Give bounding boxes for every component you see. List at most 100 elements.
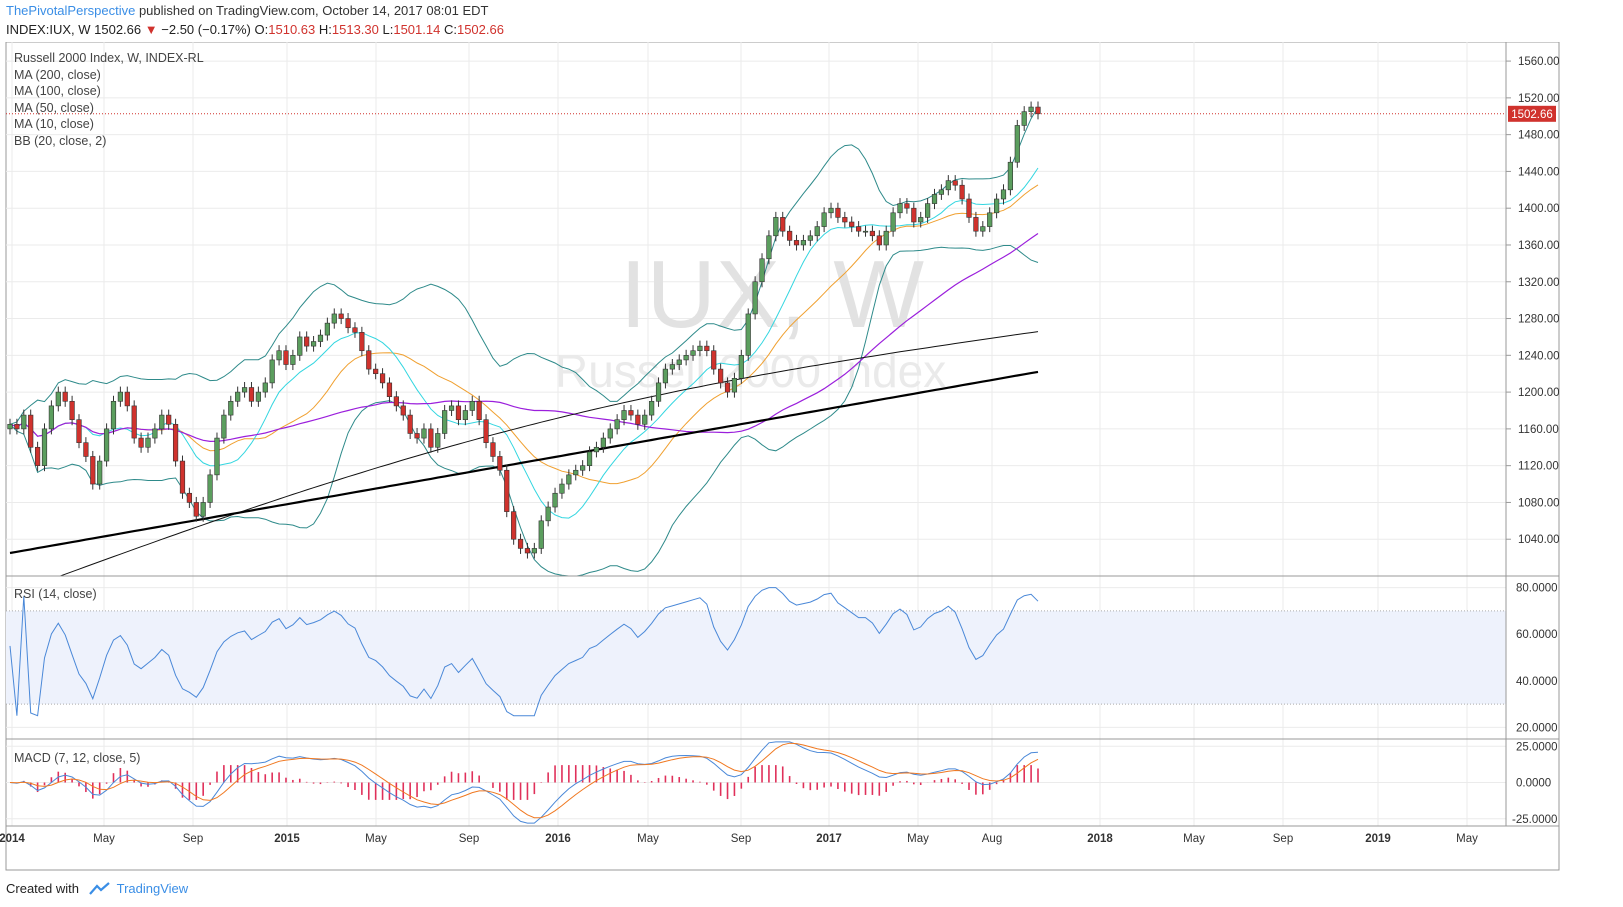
candle — [566, 469, 572, 490]
candle — [842, 211, 848, 228]
author-link[interactable]: ThePivotalPerspective — [6, 3, 136, 18]
candle — [21, 409, 27, 435]
tradingview-link[interactable]: TradingView — [116, 881, 189, 896]
legend-ma10[interactable]: MA (10, close) — [14, 117, 94, 131]
candle — [987, 207, 993, 233]
candle-body — [48, 405, 54, 430]
rsi-tick-label: 80.0000 — [1516, 583, 1558, 595]
candle — [359, 326, 365, 357]
candle-body — [814, 226, 820, 237]
rsi-tick-label: 20.0000 — [1516, 722, 1558, 734]
candle-body — [1035, 106, 1041, 115]
candle-body — [166, 414, 172, 425]
candle-body — [938, 189, 945, 195]
candle — [718, 363, 724, 389]
candle — [131, 400, 137, 444]
candle — [345, 313, 351, 334]
price-tick-label: 1400.00 — [1518, 203, 1560, 215]
candle-body — [835, 207, 841, 218]
close-label: C: — [443, 22, 457, 37]
candle — [235, 386, 241, 407]
price-tick-label: 1040.00 — [1518, 534, 1560, 546]
candle — [248, 381, 255, 407]
candle-body — [297, 336, 303, 356]
macd-legend[interactable]: MACD (7, 12, close, 5) — [14, 751, 140, 765]
candle — [545, 501, 551, 527]
price-tick-label: 1240.00 — [1518, 350, 1560, 362]
candle — [442, 404, 448, 439]
candle — [117, 386, 123, 407]
legend-ma50[interactable]: MA (50, close) — [14, 101, 94, 115]
candle-body — [649, 400, 655, 416]
candle — [124, 386, 130, 412]
candle-body — [607, 428, 613, 439]
candle — [1035, 101, 1041, 120]
candle-body — [283, 350, 289, 365]
legend-ma100[interactable]: MA (100, close) — [14, 84, 101, 98]
candle — [966, 193, 972, 223]
candle-body — [628, 410, 634, 416]
candle-body — [331, 313, 337, 324]
candle — [97, 455, 103, 490]
candle — [814, 221, 820, 242]
macd-tick-label: 0.0000 — [1516, 778, 1551, 790]
candle-body — [69, 400, 75, 420]
candle-body — [186, 492, 192, 503]
candle-body — [400, 405, 406, 416]
candle — [110, 395, 117, 435]
candle-body — [586, 451, 593, 466]
chart-area[interactable]: IUX, W Russell 2000 Index 1040.001080.00… — [0, 42, 1623, 877]
bb-basis-line — [9, 184, 1039, 485]
candle — [511, 506, 517, 545]
candle-body — [697, 345, 703, 352]
candle — [179, 455, 186, 499]
low-value: 1501.14 — [393, 22, 441, 37]
created-with-label: Created with — [6, 881, 79, 896]
macd-tick-label: -25.0000 — [1512, 814, 1557, 826]
candle — [172, 418, 179, 467]
candle-body — [172, 423, 179, 462]
legend-ma200[interactable]: MA (200, close) — [14, 68, 101, 82]
candle — [938, 184, 945, 200]
candle — [787, 225, 793, 246]
time-tick-label: 2017 — [816, 833, 842, 845]
legend-bb[interactable]: BB (20, close, 2) — [14, 134, 106, 148]
time-tick-label: Sep — [183, 833, 203, 845]
candle — [773, 211, 779, 242]
candle — [600, 432, 606, 453]
candle — [697, 340, 703, 357]
candle — [414, 427, 420, 444]
time-tick-label: 2015 — [274, 833, 300, 845]
candle-body — [338, 313, 344, 319]
time-tick-label: Aug — [982, 833, 1002, 845]
candle-body — [980, 226, 986, 232]
candle-body — [414, 433, 420, 439]
candle-body — [352, 327, 358, 333]
candle — [911, 202, 917, 228]
candle — [780, 211, 786, 237]
candle-body — [55, 391, 61, 407]
candle — [55, 386, 61, 412]
candle — [455, 400, 462, 426]
candle — [407, 409, 413, 439]
open-value: 1510.63 — [268, 22, 316, 37]
price-legend: Russell 2000 Index, W, INDEX-RL MA (200,… — [14, 51, 204, 148]
candle — [152, 423, 158, 444]
candle — [241, 381, 248, 398]
candle — [580, 460, 586, 476]
candle-body — [552, 492, 558, 508]
candle — [559, 478, 565, 499]
candle-body — [614, 419, 620, 430]
rsi-legend[interactable]: RSI (14, close) — [14, 587, 97, 601]
legend-title: Russell 2000 Index, W, INDEX-RL — [14, 51, 204, 65]
candle-body — [200, 502, 206, 517]
candle — [538, 515, 544, 554]
candle — [800, 234, 807, 251]
candle-body — [545, 506, 551, 522]
candle — [925, 198, 931, 223]
candle-body — [849, 221, 855, 227]
time-tick-label: Sep — [459, 833, 479, 845]
footer: Created with TradingView — [6, 880, 188, 898]
candle-body — [421, 428, 427, 439]
time-tick-label: May — [1456, 833, 1478, 845]
